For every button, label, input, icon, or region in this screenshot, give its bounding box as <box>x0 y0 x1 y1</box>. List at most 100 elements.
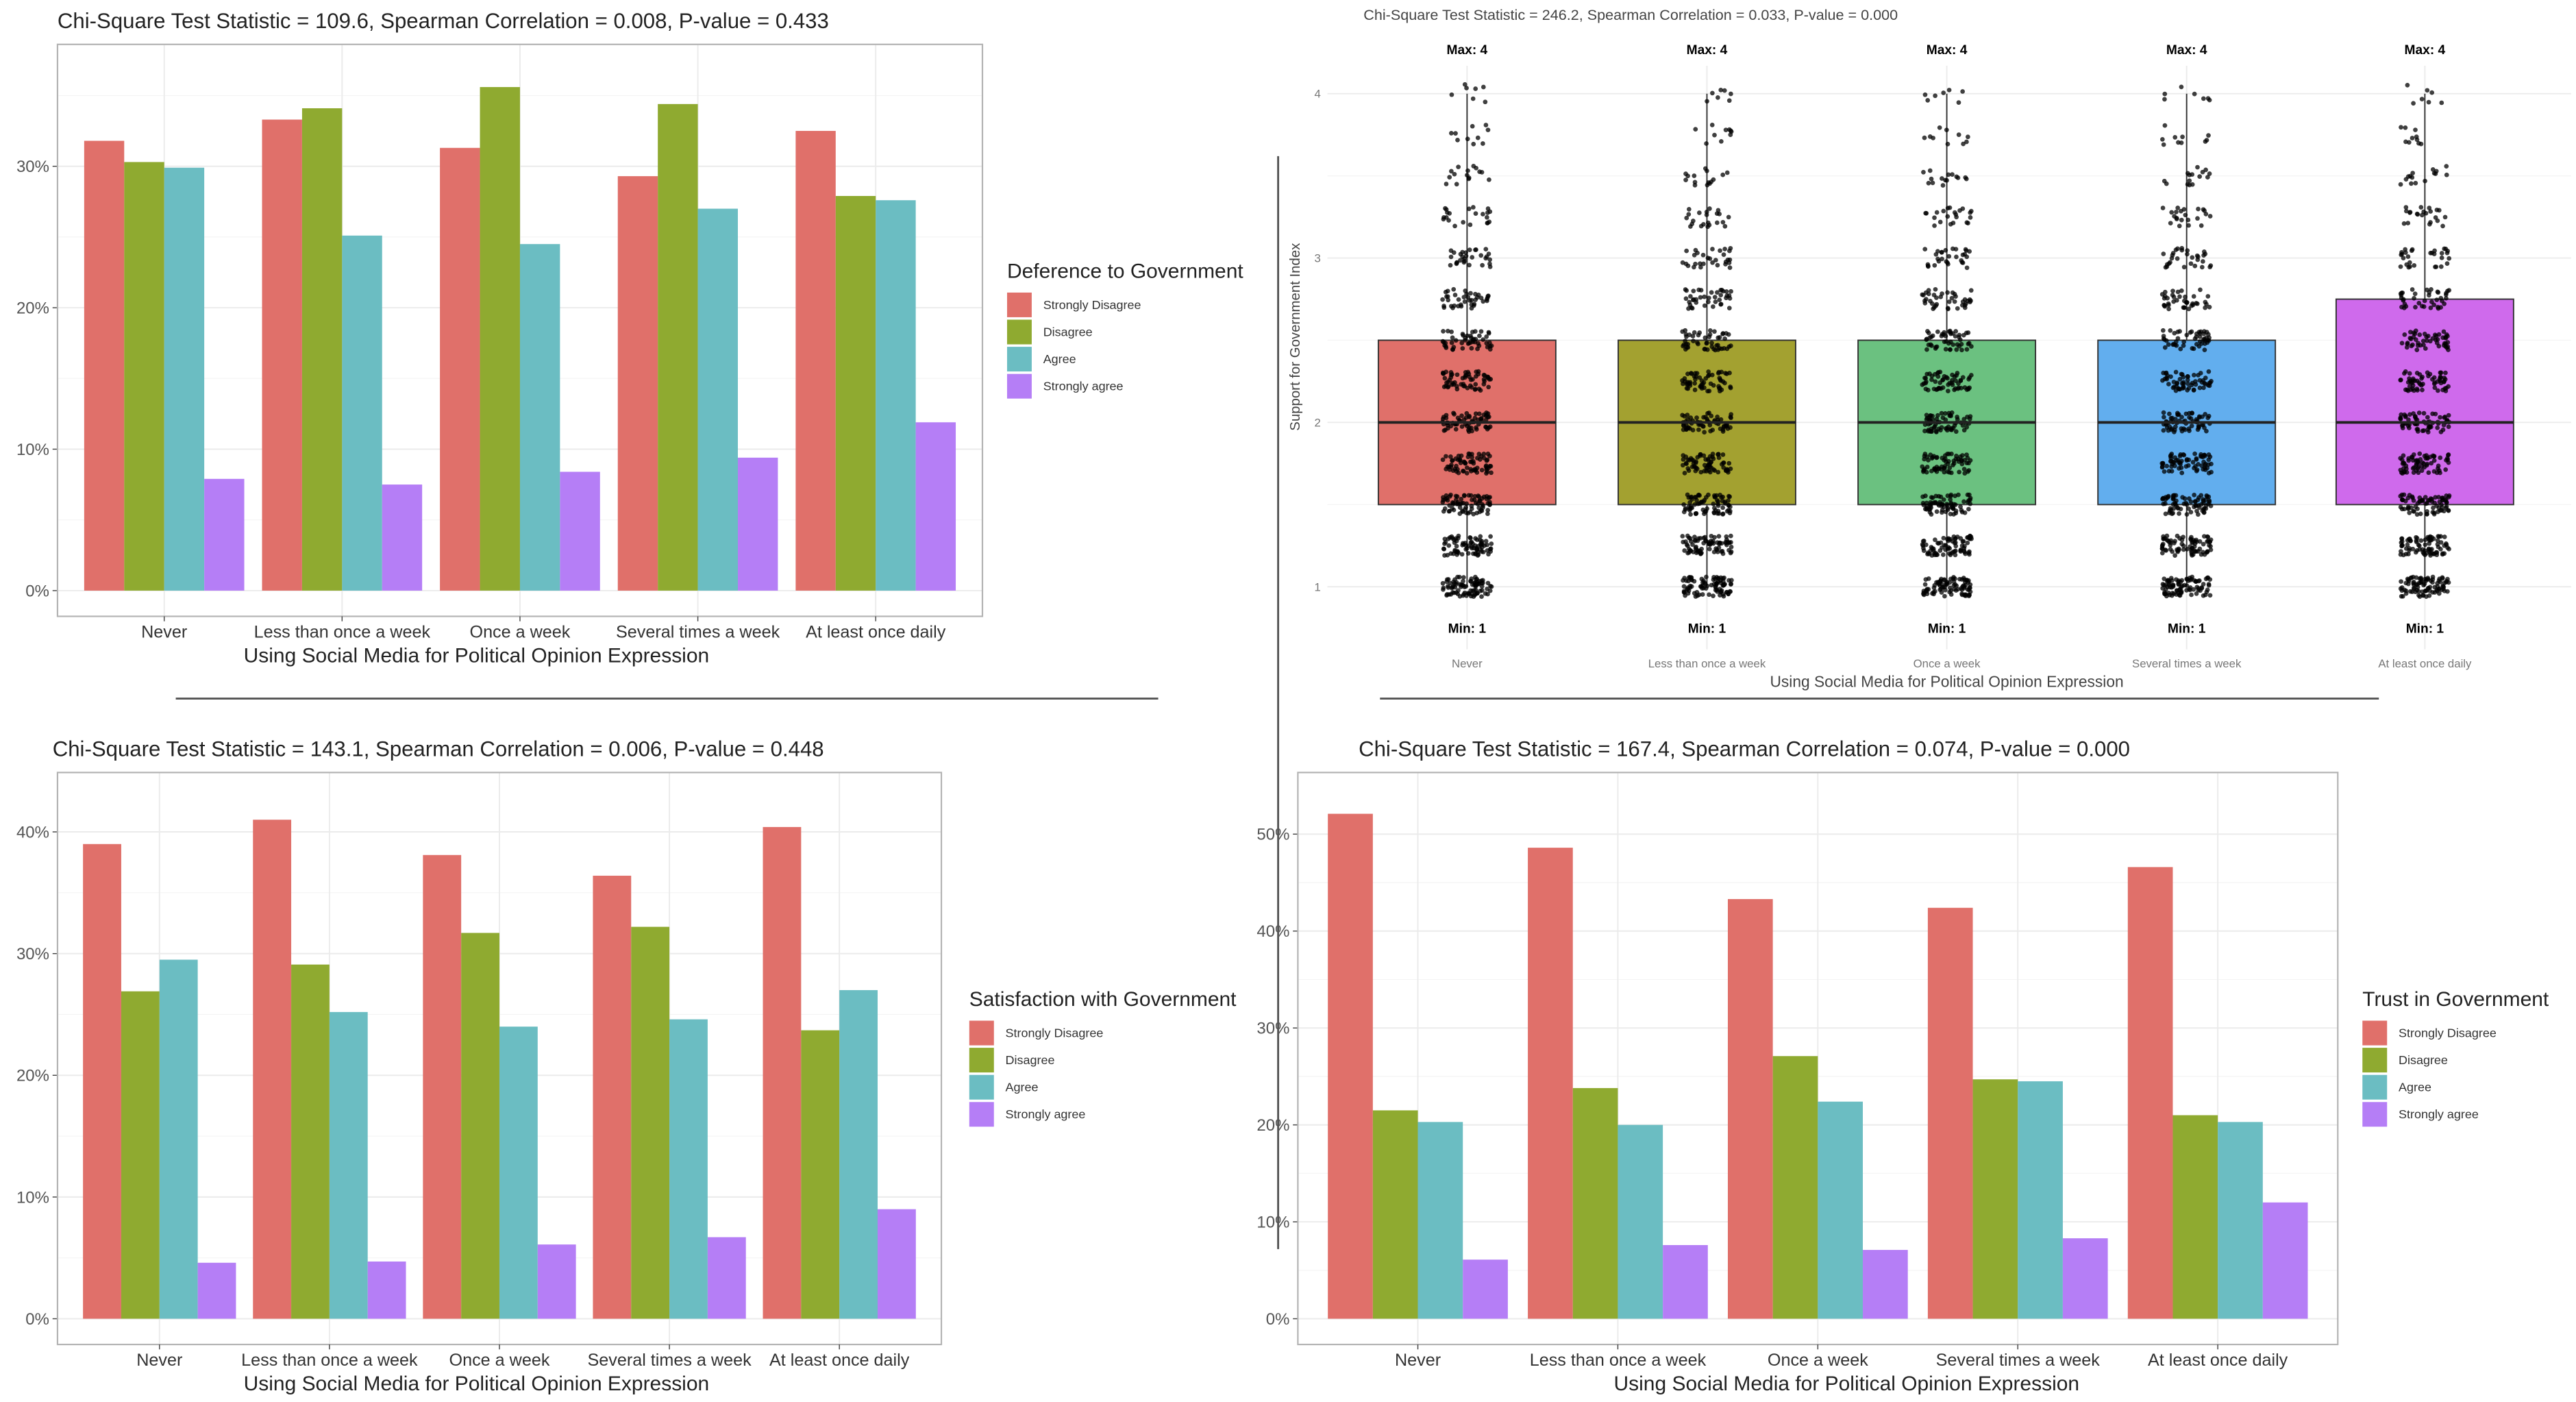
support-index-point <box>1452 171 1457 177</box>
deference-legend-swatch <box>1006 292 1032 317</box>
support-index-point <box>1953 588 1959 593</box>
support-index-point <box>2187 178 2192 184</box>
support-index-point <box>1711 467 1716 472</box>
support-index-point <box>1467 413 1472 419</box>
support-index-point <box>1449 130 1454 136</box>
support-index-point <box>1941 90 1946 95</box>
support-index-point <box>2416 465 2421 470</box>
support-index-point <box>1728 384 1733 389</box>
support-index-point <box>1464 471 1470 476</box>
support-index-point <box>2401 461 2407 466</box>
support-index-point <box>1943 177 1948 183</box>
satisfaction-x-tick-label: Never <box>136 1351 182 1370</box>
satisfaction-y-tick-label: 30% <box>16 945 49 963</box>
trust-plot-area: 0% 10% 20% 30% 40% 50% Never Less than once a w… <box>1256 772 2339 1370</box>
support-index-point <box>1452 293 1458 297</box>
support-index-point <box>2440 298 2444 304</box>
support-index-point <box>1729 129 1734 134</box>
support-index-point <box>2184 332 2190 338</box>
satisfaction-x-tick-label: Several times a week <box>587 1351 752 1370</box>
trust-bar <box>2062 1238 2108 1319</box>
support-index-point <box>2417 547 2423 552</box>
satisfaction-y-tick-label: 40% <box>16 823 49 841</box>
support-index-point <box>1931 585 1937 591</box>
support-index-point <box>2205 549 2210 554</box>
support-index-point <box>1924 347 1929 352</box>
support-index-point <box>1448 492 1453 497</box>
support-index-point <box>2424 338 2429 343</box>
support-index-point <box>1482 373 1487 378</box>
support-index-point <box>2419 468 2425 474</box>
support-index-point <box>1483 99 1488 105</box>
support-index-point <box>2427 534 2433 539</box>
satisfaction-bar <box>839 989 878 1319</box>
support-index-point <box>1455 138 1460 143</box>
support-index-point <box>1459 424 1465 429</box>
support-index-point <box>1469 506 1474 511</box>
support-index-point <box>1487 502 1492 508</box>
support-index-point <box>1931 306 1936 312</box>
support-index-point <box>1946 389 1950 394</box>
support-index-point <box>1961 467 1967 471</box>
support-index-point <box>2186 506 2192 511</box>
support-index-point <box>2174 217 2179 222</box>
support-index-point <box>1966 506 1971 512</box>
support-index-point <box>1473 211 1478 217</box>
support-index-point <box>1700 252 1706 258</box>
support-index-point <box>2439 255 2444 260</box>
support-index-point <box>2414 137 2420 143</box>
support-index-point <box>1487 588 1493 593</box>
support-index-point <box>2184 512 2190 517</box>
support-index-point <box>2427 585 2433 590</box>
support-index-point <box>2201 337 2206 343</box>
support-index-point <box>2167 411 2172 417</box>
support-index-point <box>2162 91 2168 97</box>
support-index-min-annotation: Min: 1 <box>1928 622 1966 636</box>
support-index-point <box>1478 329 1484 334</box>
support-index-point <box>2407 493 2412 497</box>
support-index-point <box>2410 175 2415 180</box>
support-index-point <box>1691 339 1696 343</box>
satisfaction-y-tick-label: 10% <box>16 1188 49 1207</box>
support-index-y-tick-label: 1 <box>1314 580 1320 593</box>
deference-bar <box>835 195 876 591</box>
support-index-point <box>1698 469 1704 475</box>
support-index-point <box>1476 341 1481 346</box>
deference-legend-swatch <box>1006 319 1032 345</box>
support-index-point <box>1690 542 1695 548</box>
support-index-point <box>1453 338 1459 343</box>
support-index-point <box>2186 223 2191 228</box>
support-index-point <box>1718 302 1724 307</box>
support-index-point <box>1463 370 1468 375</box>
support-index-point <box>1706 456 1711 462</box>
support-index-point <box>1926 428 1931 434</box>
support-index-point <box>1681 539 1686 545</box>
support-index-point <box>2201 467 2206 472</box>
support-index-point <box>1440 416 1446 421</box>
support-index-point <box>1461 575 1466 580</box>
trust-legend: Strongly Disagree Disagree Agree Strongly a… <box>2362 1020 2497 1127</box>
support-index-point <box>1954 347 1959 352</box>
trust-bar <box>1463 1259 1508 1319</box>
support-index-point <box>2196 578 2201 584</box>
support-index-point <box>1937 219 1943 225</box>
support-index-point <box>1726 460 1732 466</box>
support-index-point <box>1724 534 1729 539</box>
support-index-point <box>1463 288 1468 293</box>
support-index-point <box>2162 469 2167 474</box>
support-index-point <box>1440 297 1445 302</box>
support-index-point <box>2177 548 2181 552</box>
support-index-point <box>1474 577 1478 582</box>
support-index-point <box>1699 546 1705 552</box>
support-index-point <box>2421 304 2427 309</box>
support-index-point <box>2411 101 2416 106</box>
support-index-point <box>2439 100 2444 106</box>
support-index-point <box>1966 341 1971 347</box>
support-index-point <box>2206 369 2212 374</box>
support-index-point <box>2209 461 2214 467</box>
support-index-point <box>2413 504 2418 509</box>
support-index-point <box>1706 295 1711 301</box>
support-index-point <box>2188 330 2193 335</box>
support-index-point <box>1720 219 1726 225</box>
trust-x-tick-label: Never <box>1395 1351 1441 1370</box>
